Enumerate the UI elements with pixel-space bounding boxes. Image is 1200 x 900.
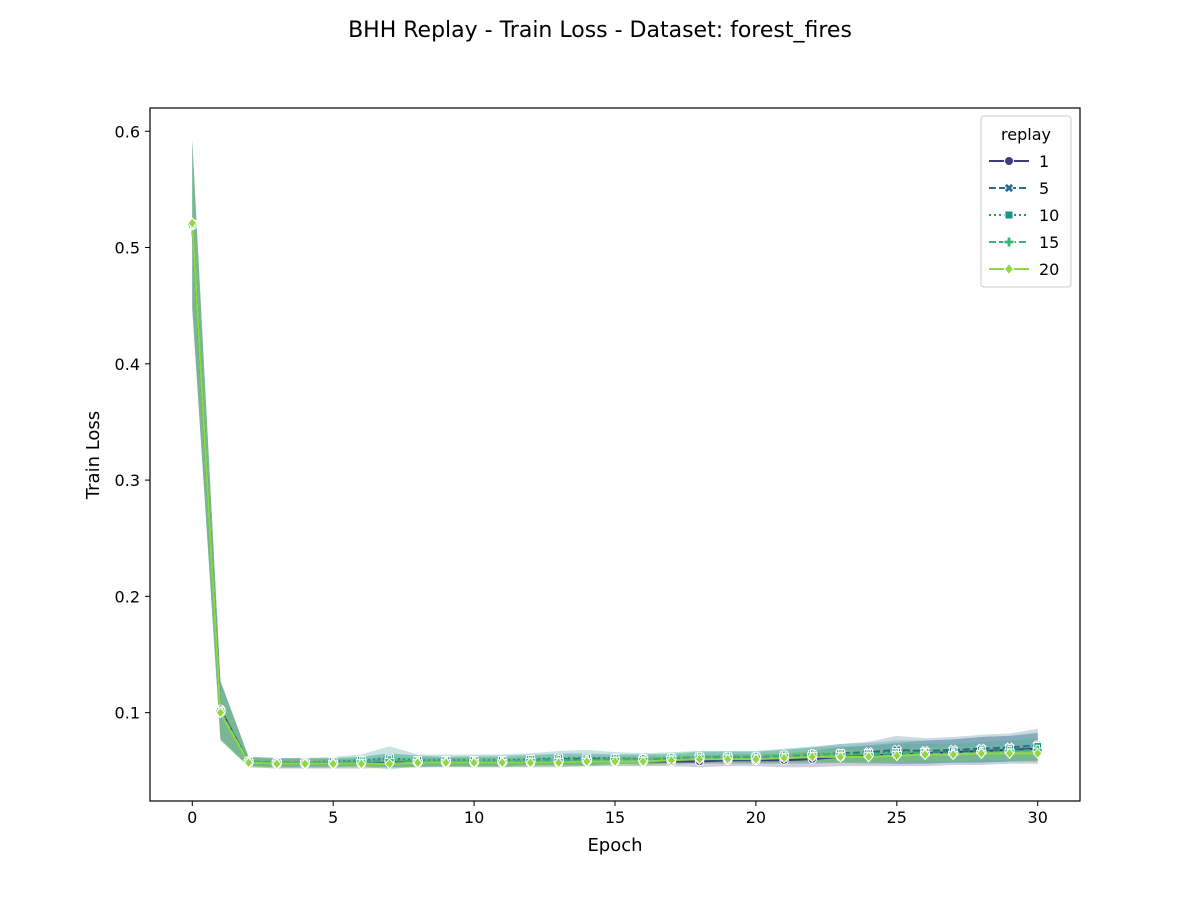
legend-item-1: 1 xyxy=(989,152,1049,171)
legend-marker xyxy=(1004,156,1014,166)
axes-frame xyxy=(149,107,1081,802)
series-20-point xyxy=(779,752,789,764)
y-tick-label: 0.3 xyxy=(115,471,140,490)
legend-label: 20 xyxy=(1039,260,1059,279)
series-20-point xyxy=(187,217,198,229)
series-20-point xyxy=(666,754,677,767)
legend-item-15: 15 xyxy=(989,233,1059,252)
series-20-point xyxy=(1004,747,1015,760)
legend-marker xyxy=(1004,210,1014,220)
legend-box xyxy=(980,115,1072,288)
series-5-line xyxy=(191,224,1038,764)
series-15-band xyxy=(192,140,1038,768)
legend-item-5: 5 xyxy=(989,179,1049,198)
series-20-point xyxy=(412,756,423,769)
series-20-band xyxy=(192,141,1038,769)
legend-item-20: 20 xyxy=(989,260,1059,279)
series-20-point xyxy=(807,750,818,763)
x-tick-label: 15 xyxy=(605,808,625,827)
series-20-point xyxy=(525,756,536,769)
series-20-point xyxy=(920,748,930,761)
series-20-point xyxy=(300,757,310,770)
series-20-point xyxy=(356,757,367,770)
chart-title: BHH Replay - Train Loss - Dataset: fores… xyxy=(348,18,852,43)
legend-marker-shape xyxy=(1003,182,1015,194)
series-20-point xyxy=(751,753,761,765)
legend-title: replay xyxy=(1001,125,1051,144)
x-tick-label: 30 xyxy=(1028,808,1048,827)
series-20-point xyxy=(441,756,451,769)
series-10-line xyxy=(191,224,1038,764)
legend-label: 10 xyxy=(1039,206,1059,225)
y-tick-label: 0.5 xyxy=(115,239,140,258)
series-1-line xyxy=(191,225,1038,765)
y-axis-label: Train Loss xyxy=(83,411,104,500)
series-20-point xyxy=(581,755,592,768)
series-15-line xyxy=(191,224,1038,764)
series-20-point xyxy=(328,757,339,770)
series-20-point xyxy=(1032,747,1043,760)
series-20-point xyxy=(976,747,987,760)
series-20-point xyxy=(948,748,959,761)
legend-label: 15 xyxy=(1039,233,1059,252)
series-20-point xyxy=(384,757,395,770)
y-tick-label: 0.2 xyxy=(115,587,140,606)
series-20-line xyxy=(191,223,1038,765)
series-20-point xyxy=(610,755,620,768)
series-20-point xyxy=(722,753,733,765)
series-20-point xyxy=(469,756,479,769)
y-tick-label: 0.6 xyxy=(115,122,140,141)
x-tick-label: 10 xyxy=(464,808,484,827)
series-20-point xyxy=(694,753,705,765)
x-tick-label: 5 xyxy=(328,808,338,827)
series-20-point xyxy=(243,756,254,769)
series-20-point xyxy=(271,757,282,770)
series-5-band xyxy=(192,140,1038,768)
legend-label: 1 xyxy=(1039,152,1049,171)
series-20-point xyxy=(891,749,902,762)
series-10-band xyxy=(192,140,1038,770)
x-tick-label: 25 xyxy=(887,808,907,827)
x-axis-label: Epoch xyxy=(587,835,642,856)
series-20-point xyxy=(863,750,874,763)
series-20-point xyxy=(638,755,649,768)
y-axis: 0.1 0.2 0.3 0.4 0.5 0.6 xyxy=(115,122,150,723)
series-1-band xyxy=(192,141,1038,769)
series-20-point xyxy=(553,756,564,769)
y-tick-label: 0.4 xyxy=(115,355,140,374)
series-20-point xyxy=(835,750,846,763)
series-20-point xyxy=(497,756,508,769)
legend-marker xyxy=(1003,182,1015,194)
legend-marker xyxy=(1003,236,1015,248)
x-axis: 0 5 10 15 20 25 30 xyxy=(187,801,1048,827)
x-tick-label: 20 xyxy=(746,808,766,827)
x-tick-label: 0 xyxy=(187,808,197,827)
y-tick-label: 0.1 xyxy=(115,704,140,723)
legend-item-10: 10 xyxy=(989,206,1059,225)
legend-label: 5 xyxy=(1039,179,1049,198)
plot-area xyxy=(187,140,1043,770)
legend-marker xyxy=(1003,262,1015,276)
series-20-point xyxy=(215,706,226,719)
